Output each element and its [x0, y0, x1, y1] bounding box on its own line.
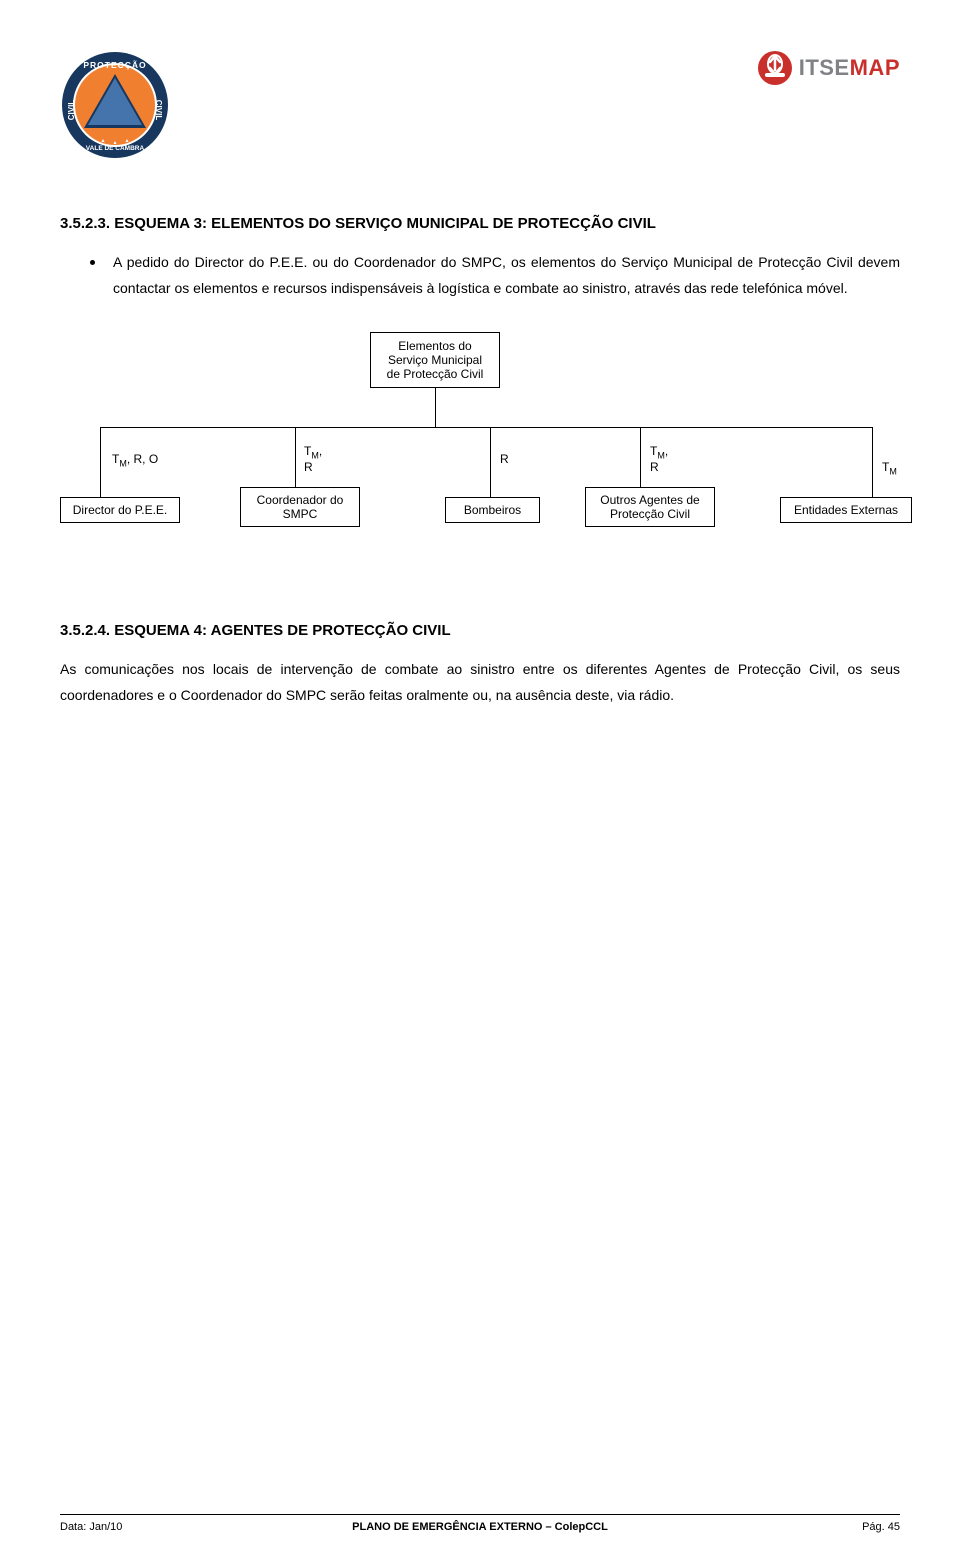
page-footer: Data: Jan/10 PLANO DE EMERGÊNCIA EXTERNO… [60, 1514, 900, 1533]
protecao-civil-logo: PROTECÇÃO CIVIL CIVIL VALE DE CAMBRA [60, 50, 170, 165]
footer-date: Data: Jan/10 [60, 1521, 122, 1533]
diagram-connector [100, 427, 872, 428]
footer-page: Pág. 45 [862, 1521, 900, 1533]
brand-suffix: MAP [850, 55, 900, 80]
diagram-edge-label: R [500, 452, 509, 466]
diagram-bottom-box: Bombeiros [445, 497, 540, 523]
section-2-body: As comunicações nos locais de intervençã… [60, 657, 900, 709]
itsemap-logo: ITSEMAP [757, 50, 900, 86]
diagram-bottom-box: Entidades Externas [780, 497, 912, 523]
diagram-edge-label: TM,R [304, 444, 322, 474]
diagram-connector [435, 388, 436, 427]
org-diagram: Elementos doServiço Municipalde Protecçã… [60, 332, 900, 577]
bullet-icon [90, 260, 95, 265]
itsemap-icon [757, 50, 793, 86]
diagram-connector [100, 427, 101, 497]
brand-prefix: ITSE [799, 55, 850, 80]
bullet-text: A pedido do Director do P.E.E. ou do Coo… [113, 250, 900, 302]
diagram-connector [490, 427, 491, 497]
diagram-edge-label: TM,R [650, 444, 668, 474]
diagram-connector [295, 427, 296, 487]
svg-text:CIVIL: CIVIL [154, 100, 163, 121]
footer-title: PLANO DE EMERGÊNCIA EXTERNO – ColepCCL [352, 1521, 608, 1533]
diagram-connector [872, 427, 873, 497]
itsemap-wordmark: ITSEMAP [799, 55, 900, 81]
diagram-top-box: Elementos doServiço Municipalde Protecçã… [370, 332, 500, 388]
svg-text:PROTECÇÃO: PROTECÇÃO [83, 60, 146, 70]
diagram-edge-label: TM, R, O [112, 452, 158, 468]
section-2-heading: 3.5.2.4. ESQUEMA 4: AGENTES DE PROTECÇÃO… [60, 622, 900, 639]
section-1-heading: 3.5.2.3. ESQUEMA 3: ELEMENTOS DO SERVIÇO… [60, 215, 900, 232]
bullet-item: A pedido do Director do P.E.E. ou do Coo… [60, 250, 900, 302]
svg-text:VALE DE CAMBRA: VALE DE CAMBRA [86, 145, 145, 152]
shield-badge-icon: PROTECÇÃO CIVIL CIVIL VALE DE CAMBRA [60, 50, 170, 160]
diagram-bottom-box: Director do P.E.E. [60, 497, 180, 523]
diagram-connector [640, 427, 641, 487]
svg-text:CIVIL: CIVIL [67, 100, 76, 121]
diagram-bottom-box: Coordenador doSMPC [240, 487, 360, 527]
diagram-bottom-box: Outros Agentes deProtecção Civil [585, 487, 715, 527]
diagram-edge-label: TM [882, 460, 897, 476]
document-header: PROTECÇÃO CIVIL CIVIL VALE DE CAMBRA ITS… [60, 50, 900, 165]
